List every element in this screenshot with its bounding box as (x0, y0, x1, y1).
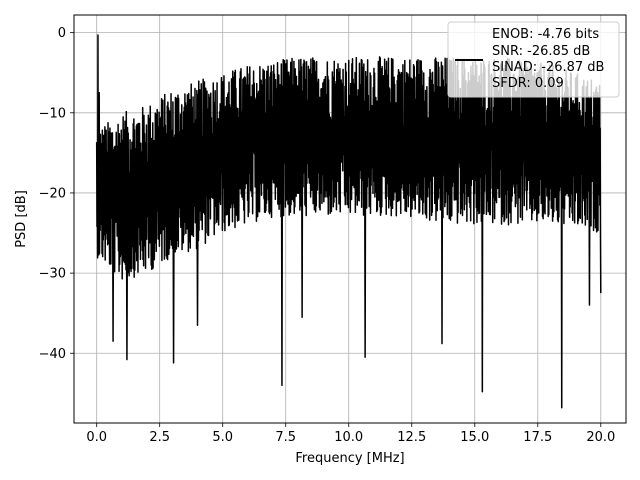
y-axis-label: PSD [dB] (14, 190, 29, 248)
x-tick-label: 10.0 (334, 430, 363, 445)
plot-frame (73, 14, 627, 424)
x-tick-label: 2.5 (149, 430, 170, 445)
x-tick-label: 15.0 (460, 430, 489, 445)
axis-ticks: 0.0 2.5 5.0 7.5 10.0 12.5 15.0 17.5 20.0 0 −10 −20 −… (39, 26, 616, 445)
x-axis-label: Frequency [MHz] (295, 451, 404, 466)
legend-entry-enob: ENOB: -4.76 bits (492, 27, 599, 42)
legend-entry-sinad: SINAD: -26.87 dB (492, 60, 604, 75)
x-tick-label: 12.5 (397, 430, 426, 445)
x-tick-label: 0.0 (86, 430, 107, 445)
y-tick-label: 0 (58, 26, 66, 41)
legend-entry-snr: SNR: -26.85 dB (492, 44, 590, 59)
y-tick-label: −10 (39, 106, 66, 121)
x-tick-label: 20.0 (586, 430, 615, 445)
y-tick-label: −40 (39, 347, 66, 362)
x-tick-label: 7.5 (275, 430, 296, 445)
legend-box (447, 21, 620, 98)
y-tick-label: −20 (39, 186, 66, 201)
y-tick-label: −30 (39, 267, 66, 282)
x-tick-label: 17.5 (523, 430, 552, 445)
psd-line (95, 34, 602, 409)
legend: ENOB: -4.76 bits SNR: -26.85 dB SINAD: -… (447, 21, 620, 98)
x-tick-label: 5.0 (212, 430, 233, 445)
legend-entry-sfdr: SFDR: 0.09 (492, 76, 564, 91)
psd-series (95, 34, 602, 409)
